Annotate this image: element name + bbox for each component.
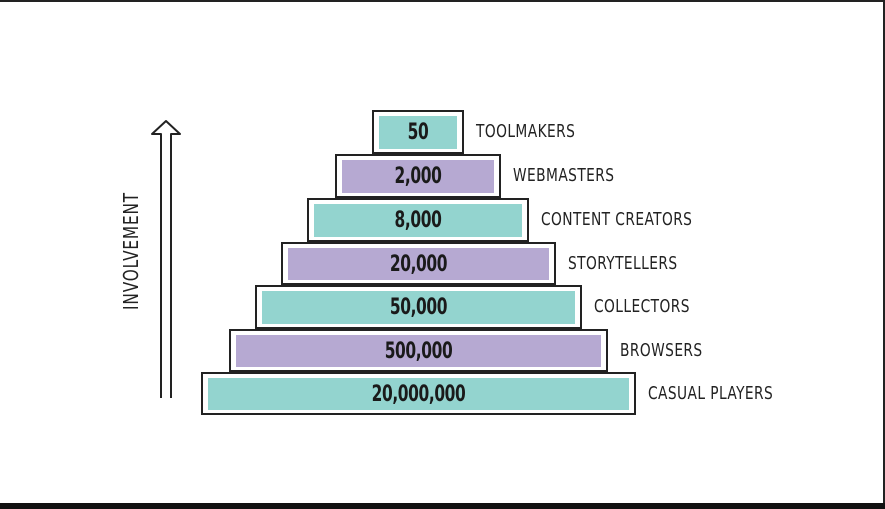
tier-box: 50,000 — [255, 285, 582, 329]
tier-value: 8,000 — [394, 208, 442, 233]
top-border-line — [0, 0, 885, 2]
tier-box: 2,000 — [335, 154, 501, 198]
involvement-arrow-icon — [151, 120, 181, 398]
involvement-axis-label: INVOLVEMENT — [119, 192, 143, 310]
tier-fill: 500,000 — [236, 335, 601, 367]
tier-label: CASUAL PLAYERS — [648, 383, 774, 404]
tier-value: 500,000 — [384, 338, 453, 364]
bottom-border-bar — [0, 503, 885, 509]
tier-box: 20,000,000 — [201, 372, 636, 415]
tier-fill: 20,000,000 — [208, 378, 629, 410]
tier-label: STORYTELLERS — [568, 253, 678, 274]
tier-label: COLLECTORS — [594, 296, 690, 317]
right-border-line — [883, 0, 885, 509]
tier-value: 50,000 — [389, 295, 448, 320]
tier-value: 20,000,000 — [371, 381, 466, 407]
tier-label: WEBMASTERS — [513, 165, 615, 186]
tier-label: BROWSERS — [620, 340, 703, 361]
tier-box: 20,000 — [281, 242, 556, 285]
tier-value: 2,000 — [394, 164, 442, 189]
tier-fill: 50 — [379, 116, 457, 149]
tier-fill: 50,000 — [262, 291, 575, 324]
tier-fill: 20,000 — [288, 248, 549, 280]
tier-fill: 2,000 — [342, 160, 494, 193]
tier-box: 50 — [372, 110, 464, 154]
tier-fill: 8,000 — [314, 204, 522, 237]
tier-value: 20,000 — [389, 251, 448, 277]
tier-box: 8,000 — [307, 198, 529, 242]
tier-box: 500,000 — [229, 329, 608, 372]
tier-label: TOOLMAKERS — [476, 121, 576, 142]
tier-value: 50 — [407, 120, 429, 145]
tier-label: CONTENT CREATORS — [541, 209, 693, 230]
